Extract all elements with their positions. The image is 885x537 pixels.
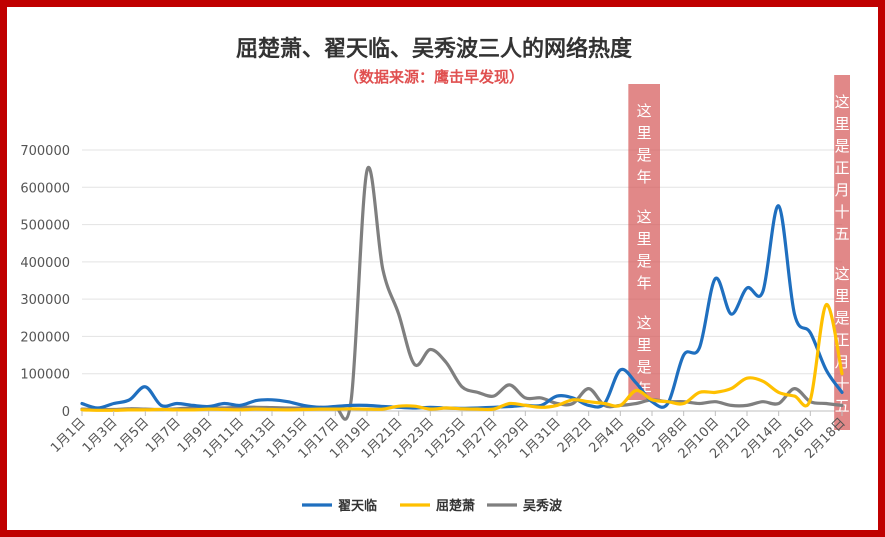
gridlines	[82, 149, 842, 412]
x-tick-label: 2月6日	[618, 415, 659, 456]
legend: 翟天临 屈楚萧 吴秀波	[302, 498, 563, 514]
annotation-text: 这里是年这里是年这里是年	[637, 102, 652, 398]
x-tick-label: 1月3日	[80, 415, 121, 456]
legend-label: 屈楚萧	[436, 498, 475, 514]
y-tick-label: 700000	[20, 144, 70, 159]
annotation-band-rect	[834, 75, 850, 430]
chart-subtitle: （数据来源：鹰击早发现）	[344, 68, 524, 86]
x-tick-label: 2月2日	[555, 415, 596, 456]
y-tick-label: 500000	[20, 219, 70, 234]
series-line	[80, 303, 844, 412]
y-tick-label: 600000	[20, 181, 70, 196]
x-tick-label: 2月4日	[586, 415, 627, 456]
x-tick-label: 1月5日	[111, 415, 152, 456]
y-tick-label: 400000	[20, 256, 70, 271]
legend-item: 屈楚萧	[400, 498, 475, 514]
annotation-band: 这里是正月十五这里是正月十五	[834, 75, 850, 430]
series-line	[80, 204, 844, 410]
x-tick-label: 1月7日	[143, 415, 184, 456]
y-tick-label: 300000	[20, 293, 70, 308]
legend-label: 吴秀波	[523, 498, 563, 514]
annotation-band-rect	[628, 84, 660, 400]
legend-item: 吴秀波	[487, 498, 563, 514]
annotation-text: 这里是正月十五这里是正月十五	[835, 93, 850, 415]
series-lines	[80, 165, 844, 421]
legend-label: 翟天临	[338, 498, 377, 514]
x-tick-label: 1月1日	[48, 415, 89, 456]
annotation-band: 这里是年这里是年这里是年	[628, 84, 660, 400]
legend-item: 翟天临	[302, 498, 377, 514]
chart-title: 屈楚萧、翟天临、吴秀波三人的网络热度	[236, 36, 633, 62]
series-line	[80, 165, 844, 421]
annotation-bands: 这里是年这里是年这里是年 这里是正月十五这里是正月十五	[628, 75, 850, 430]
y-tick-label: 100000	[20, 368, 70, 383]
y-tick-label: 0	[62, 405, 70, 420]
y-tick-label: 200000	[20, 330, 70, 345]
